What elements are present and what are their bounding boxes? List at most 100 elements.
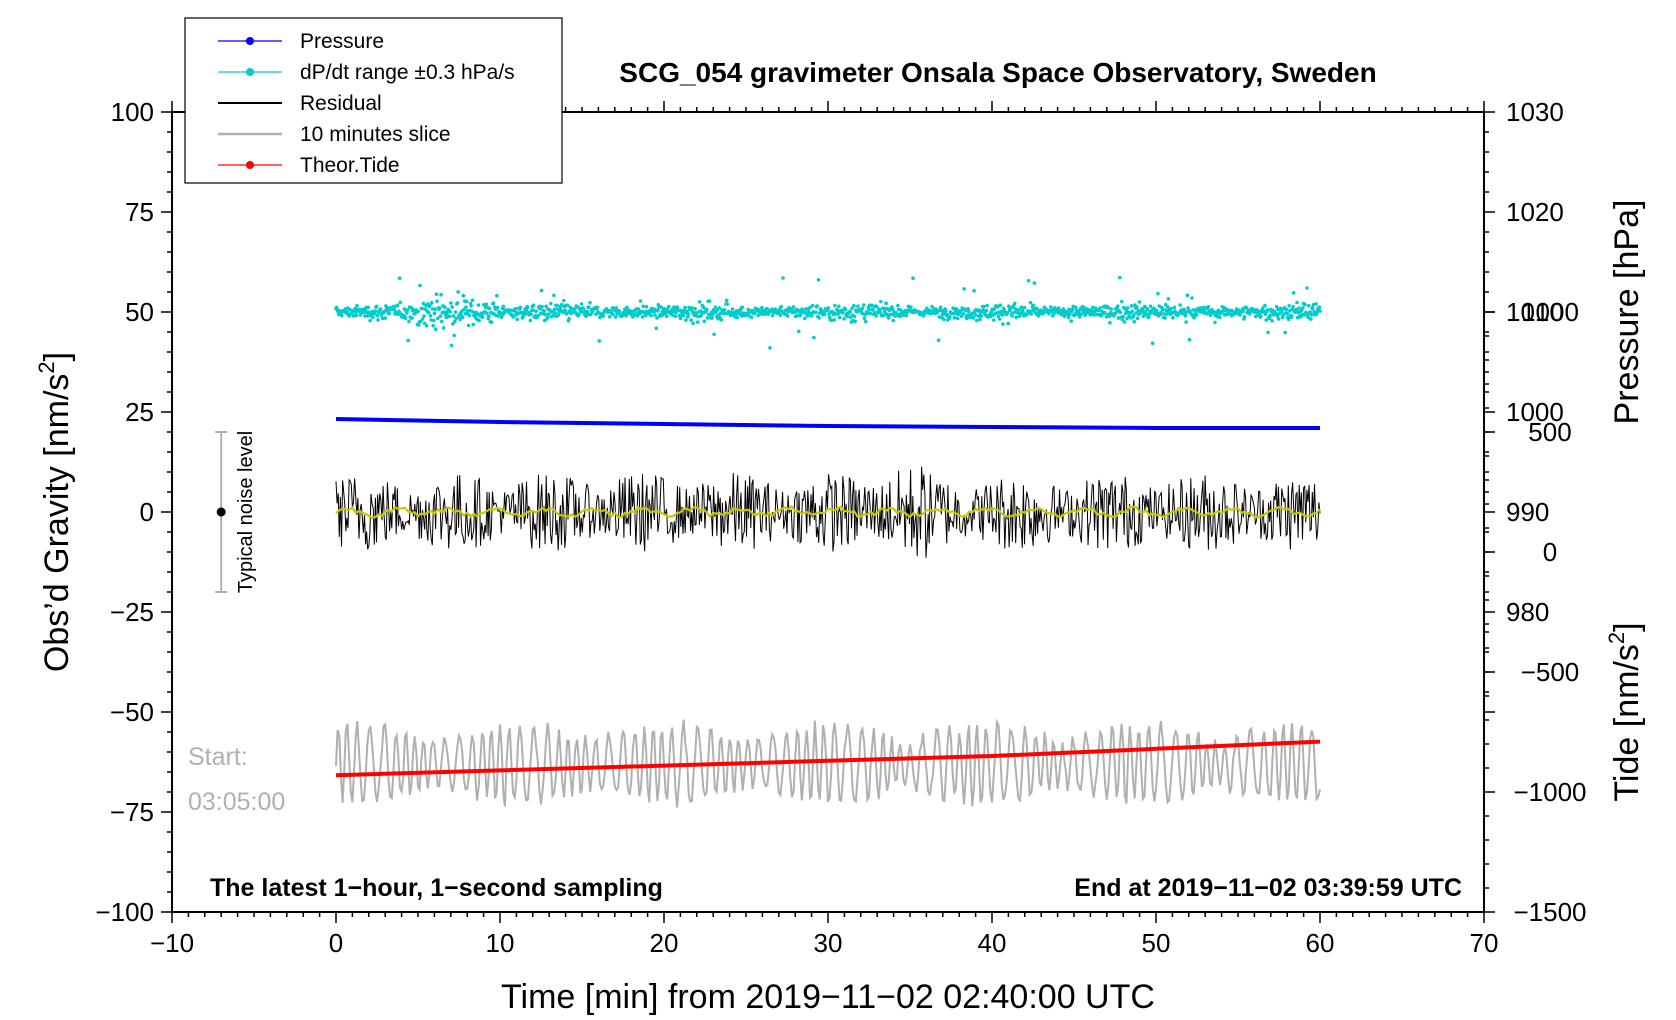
dpdt-point xyxy=(997,317,1002,321)
dpdt-point xyxy=(852,303,856,308)
dpdt-point xyxy=(361,310,366,315)
dpdt-point xyxy=(667,304,671,309)
start-time: 03:05:00 xyxy=(188,788,285,816)
dpdt-point xyxy=(1125,306,1130,310)
dpdt-point xyxy=(461,293,466,298)
dpdt-point xyxy=(553,311,558,315)
dpdt-point xyxy=(816,278,821,282)
x-tick-label: 40 xyxy=(978,928,1007,958)
sampling-note: The latest 1−hour, 1−second sampling xyxy=(210,874,663,902)
dpdt-point xyxy=(831,310,835,314)
dpdt-point xyxy=(1265,308,1270,312)
dpdt-point xyxy=(334,305,339,310)
dpdt-point xyxy=(447,314,452,319)
dpdt-point xyxy=(528,318,533,323)
y-tick-label: 75 xyxy=(125,197,154,227)
dpdt-point xyxy=(487,314,491,319)
dpdt-point xyxy=(785,314,790,318)
dpdt-point xyxy=(873,311,877,315)
dpdt-point xyxy=(793,310,797,315)
dpdt-point xyxy=(374,304,379,309)
slice-line xyxy=(335,718,1321,808)
dpdt-point xyxy=(450,305,455,309)
dpdt-point xyxy=(560,302,564,307)
dpdt-point xyxy=(416,323,421,327)
dpdt-point xyxy=(948,315,952,319)
dpdt-point xyxy=(484,302,489,307)
dpdt-point xyxy=(881,313,886,318)
dpdt-point xyxy=(443,305,447,310)
dpdt-point xyxy=(938,305,943,310)
dpdt-point xyxy=(469,304,474,308)
dpdt-point xyxy=(724,298,729,303)
dpdt-point xyxy=(338,309,342,313)
dpdt-point xyxy=(683,305,687,310)
dpdt-point xyxy=(378,307,383,311)
dpdt-point xyxy=(1082,305,1087,310)
dpdt-point xyxy=(1098,306,1102,310)
dpdt-point xyxy=(395,303,400,308)
dpdt-point xyxy=(1014,315,1018,320)
dpdt-point xyxy=(710,316,714,320)
dpdt-point xyxy=(717,306,722,310)
dpdt-point xyxy=(416,309,420,314)
dpdt-point xyxy=(595,305,600,310)
dpdt-point xyxy=(978,317,982,322)
dpdt-point xyxy=(430,300,434,305)
dpdt-point xyxy=(476,303,481,307)
dpdt-point xyxy=(690,306,694,310)
noise-bar: Typical noise level xyxy=(215,431,257,593)
dpdt-point xyxy=(405,308,410,312)
dpdt-point xyxy=(1309,313,1314,317)
dpdt-point xyxy=(421,301,426,306)
dpdt-point xyxy=(867,307,871,312)
dpdt-point xyxy=(607,314,612,319)
dpdt-point xyxy=(740,305,745,310)
dpdt-point xyxy=(1145,307,1150,312)
dpdt-point xyxy=(996,314,1001,319)
dpdt-point xyxy=(540,304,544,309)
dpdt-point xyxy=(889,312,894,317)
dpdt-point xyxy=(665,307,670,312)
dpdt-point xyxy=(701,305,706,310)
dpdt-point xyxy=(837,315,842,320)
dpdt-point xyxy=(1073,312,1077,316)
dpdt-point xyxy=(1161,307,1165,312)
dpdt-point xyxy=(852,314,857,319)
dpdt-point xyxy=(877,307,882,312)
y-tick-label: 50 xyxy=(125,297,154,327)
dpdt-point xyxy=(1121,314,1125,319)
dpdt-point xyxy=(1102,310,1107,315)
dpdt-point xyxy=(1005,310,1010,315)
dpdt-point xyxy=(871,308,875,312)
legend-label-pressure: Pressure xyxy=(300,30,384,53)
dpdt-point xyxy=(723,311,728,316)
pressure-tick-label: 990 xyxy=(1506,497,1549,527)
dpdt-point xyxy=(1244,305,1249,310)
dpdt-point xyxy=(1242,315,1247,319)
dpdt-point xyxy=(1311,306,1315,311)
dpdt-point xyxy=(973,313,978,317)
y-tick-label: 100 xyxy=(111,97,154,127)
dpdt-point xyxy=(713,305,718,310)
dpdt-point xyxy=(673,314,678,319)
dpdt-point xyxy=(999,309,1004,314)
dpdt-point xyxy=(705,316,710,320)
dpdt-point xyxy=(810,314,814,318)
dpdt-point xyxy=(985,303,989,308)
dpdt-point xyxy=(397,276,402,281)
legend-marker-tide xyxy=(246,161,254,169)
dpdt-point xyxy=(407,319,411,324)
legend-box xyxy=(184,17,563,184)
dpdt-point xyxy=(1287,304,1291,308)
dpdt-point xyxy=(1092,313,1096,317)
dpdt-point xyxy=(1206,305,1211,309)
dpdt-point xyxy=(681,313,686,318)
dpdt-point xyxy=(1238,313,1242,317)
dpdt-point xyxy=(577,312,581,316)
y-tick-label: −50 xyxy=(110,697,154,727)
dpdt-point xyxy=(546,312,551,316)
dpdt-point xyxy=(842,317,846,321)
dpdt-point xyxy=(458,317,462,322)
dpdt-point xyxy=(675,305,680,309)
